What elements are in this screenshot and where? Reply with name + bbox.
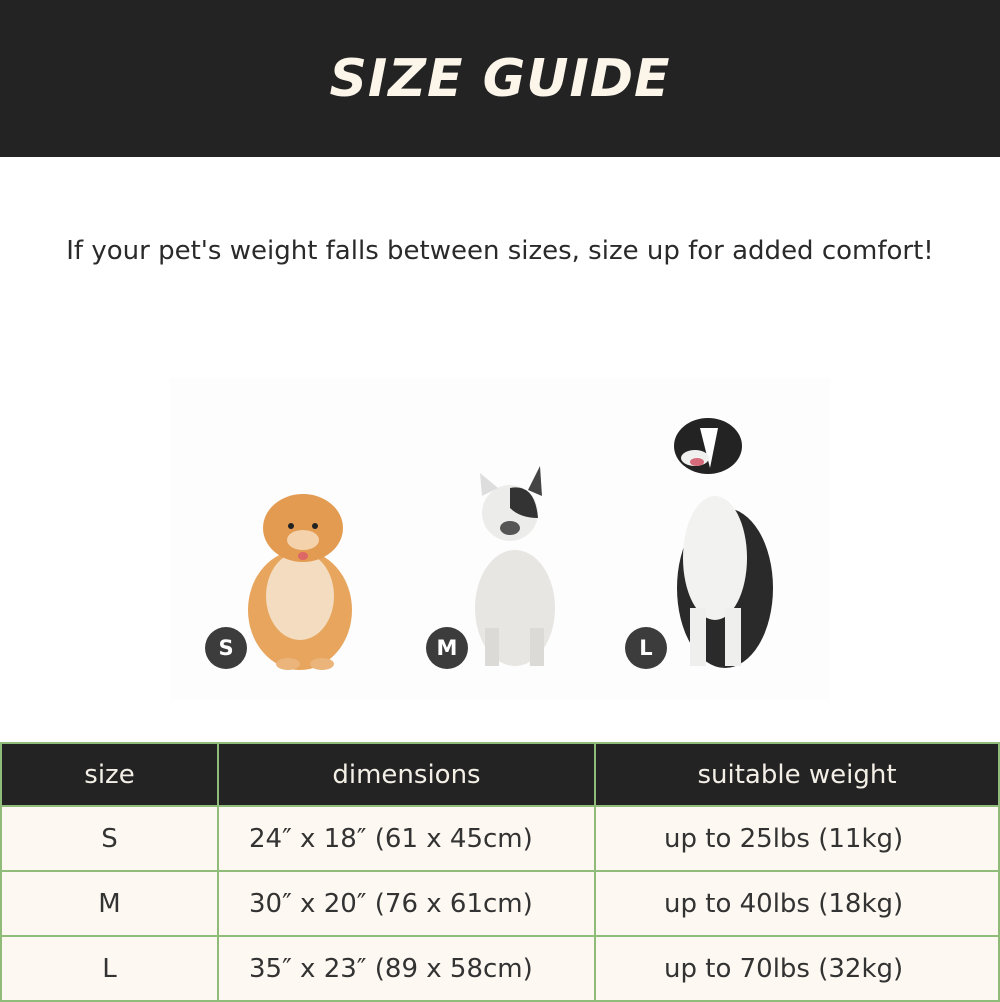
dogs-illustration [248, 418, 773, 670]
header-banner: SIZE GUIDE [0, 0, 1000, 157]
header-weight: suitable weight [594, 742, 1000, 807]
cell-dimensions: 35″ x 23″ (89 x 58cm) [217, 935, 596, 1002]
cell-weight: up to 70lbs (32kg) [594, 935, 1000, 1002]
cell-dimensions: 24″ x 18″ (61 x 45cm) [217, 805, 596, 872]
size-badge-l: L [625, 627, 667, 669]
medium-dog-image [475, 466, 555, 666]
table-row: M 30″ x 20″ (76 x 61cm) up to 40lbs (18k… [0, 870, 1000, 937]
cell-size: M [0, 870, 219, 937]
table-row: L 35″ x 23″ (89 x 58cm) up to 70lbs (32k… [0, 935, 1000, 1002]
cell-size: L [0, 935, 219, 1002]
size-table: size dimensions suitable weight S 24″ x … [0, 742, 1000, 1002]
cell-size: S [0, 805, 219, 872]
page-title: SIZE GUIDE [329, 48, 671, 109]
size-advice-text: If your pet's weight falls between sizes… [66, 236, 934, 266]
table-header-row: size dimensions suitable weight [0, 742, 1000, 807]
size-badge-m: M [426, 627, 468, 669]
cell-dimensions: 30″ x 20″ (76 x 61cm) [217, 870, 596, 937]
size-badge-s: S [205, 627, 247, 669]
header-size: size [0, 742, 219, 807]
dogs-photo: S M L [170, 378, 830, 700]
large-dog-image [674, 418, 773, 668]
table-row: S 24″ x 18″ (61 x 45cm) up to 25lbs (11k… [0, 805, 1000, 872]
header-dimensions: dimensions [217, 742, 596, 807]
cell-weight: up to 40lbs (18kg) [594, 870, 1000, 937]
small-dog-image [248, 494, 352, 670]
cell-weight: up to 25lbs (11kg) [594, 805, 1000, 872]
